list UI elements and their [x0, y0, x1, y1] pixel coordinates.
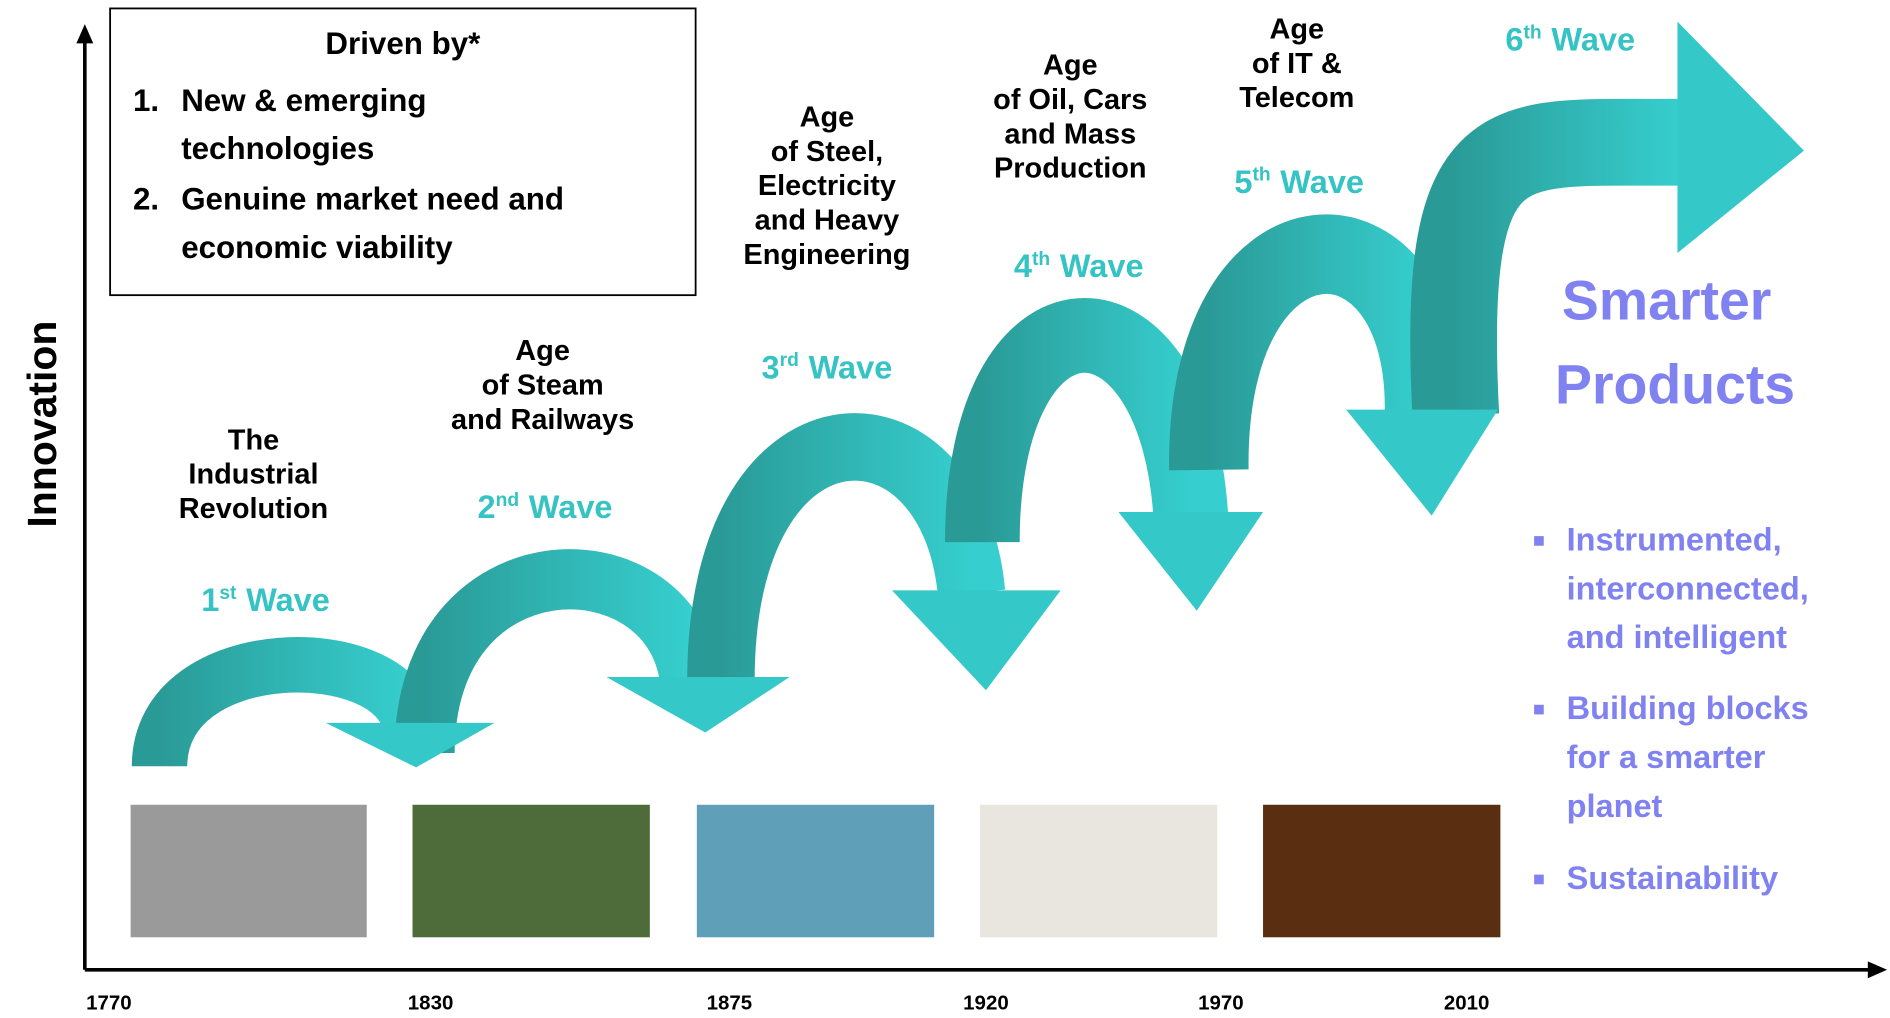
x-label: 1830 [408, 992, 454, 1015]
arrowhead [76, 24, 93, 43]
bullet-text: planet [1567, 788, 1663, 824]
wave-label-part: Wave [809, 349, 893, 385]
wave-label-part: 6 [1505, 22, 1523, 58]
x-label: 2010 [1444, 992, 1490, 1015]
photos [131, 805, 1501, 938]
age-text: Revolution [179, 493, 328, 525]
wave-label-part: st [219, 583, 237, 604]
age-text: and Heavy [755, 205, 900, 237]
bullet-text: and intelligent [1567, 619, 1788, 655]
item-text: New & emerging [181, 83, 426, 118]
age-text: Age [1269, 14, 1324, 46]
age-text: Telecom [1239, 82, 1354, 114]
bullet-text: interconnected, [1567, 570, 1809, 606]
age-text: Industrial [188, 459, 318, 491]
wave-label: 4th Wave [1014, 248, 1144, 284]
wave-label-part: Wave [1280, 164, 1364, 200]
arrowhead [1868, 961, 1887, 978]
wave-label-part: Wave [246, 582, 330, 618]
wave-label-part: 5 [1234, 164, 1252, 200]
x-label: 1970 [1198, 992, 1244, 1015]
bullet-text: Sustainability [1567, 860, 1778, 896]
x-label: 1875 [707, 992, 753, 1015]
x-label: 1920 [963, 992, 1009, 1015]
smarter-title: Products [1555, 354, 1795, 416]
box-title: Driven by* [325, 26, 481, 61]
wave-label-part: Wave [1060, 248, 1144, 284]
age-text: of Steel, [771, 136, 883, 168]
age-text: Age [800, 101, 855, 133]
age-text: and Railways [451, 404, 634, 436]
x-label: 1770 [86, 992, 132, 1015]
bullet [1534, 705, 1544, 715]
age-text: of Oil, Cars [993, 84, 1147, 116]
age-text: and Mass [1004, 118, 1136, 150]
age-text: Production [994, 153, 1147, 185]
y-axis-label: Innovation [19, 321, 65, 528]
wave-label-part: th [1032, 249, 1050, 270]
diagram: Innovation 1770 1830 1875 1920 1970 2010 Driven… [0, 0, 1890, 1018]
item-text: Genuine market need and [181, 182, 564, 217]
smarter-title: Smarter [1562, 269, 1771, 331]
wave-label-part: 1 [201, 582, 219, 618]
wave-label-part: nd [496, 490, 520, 511]
wave-label: 1st Wave [201, 582, 330, 618]
wave-label: 2nd Wave [478, 489, 613, 525]
bullet-text: for a smarter [1567, 739, 1766, 775]
wave-label-part: 3 [762, 349, 780, 385]
wave-label: 6th Wave [1505, 22, 1635, 58]
age-text: Electricity [758, 170, 896, 202]
age-text: of IT & [1252, 48, 1342, 80]
wave-label-part: 4 [1014, 248, 1032, 284]
wave-label: 3rd Wave [762, 349, 893, 385]
bullet-text: Instrumented, [1567, 522, 1782, 558]
age-text: Age [515, 335, 570, 367]
age-text: of Steam [482, 370, 604, 402]
wave-label-part: Wave [1551, 22, 1635, 58]
bullet [1534, 536, 1544, 546]
age-text: The [228, 424, 279, 456]
wave-label: 5th Wave [1234, 164, 1364, 200]
wave-label-part: rd [780, 350, 799, 371]
item-number: 2. [133, 182, 159, 217]
wave-label-part: Wave [529, 489, 613, 525]
item-text: economic viability [181, 230, 453, 265]
item-text: technologies [181, 131, 374, 166]
wave-label-part: th [1252, 165, 1270, 186]
wave-label-part: 2 [478, 489, 496, 525]
bullet-text: Building blocks [1567, 690, 1809, 726]
age-text: Engineering [743, 239, 910, 271]
item-number: 1. [133, 83, 159, 118]
age-text: Age [1043, 50, 1098, 82]
bullet [1534, 875, 1544, 885]
wave-label-part: th [1524, 23, 1542, 44]
